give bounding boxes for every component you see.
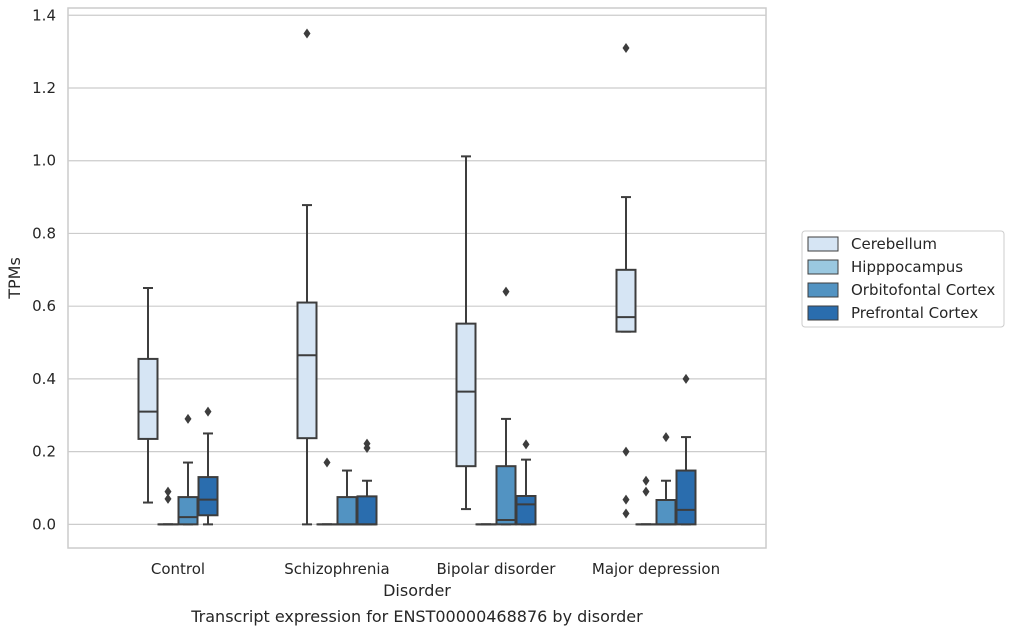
outlier-point xyxy=(642,486,650,497)
legend-swatch xyxy=(807,236,839,252)
box xyxy=(515,495,537,526)
box-group xyxy=(495,286,517,526)
outlier-point xyxy=(363,443,371,453)
y-tick-label: 0.8 xyxy=(32,224,56,242)
box xyxy=(137,357,159,440)
y-tick-label: 1.2 xyxy=(32,79,56,97)
y-tick-label: 0.0 xyxy=(32,515,56,533)
outlier-point xyxy=(164,486,172,497)
box xyxy=(177,496,199,526)
box-group xyxy=(296,28,318,526)
x-tick-label: Schizophrenia xyxy=(284,560,389,578)
box-group xyxy=(675,373,697,526)
outlier-point xyxy=(303,28,311,39)
box xyxy=(356,495,378,526)
outlier-point xyxy=(184,413,192,424)
plot-frame xyxy=(67,7,767,549)
legend-label: Hipppocampus xyxy=(851,258,963,276)
box xyxy=(495,465,517,526)
box xyxy=(336,496,358,526)
legend-swatch xyxy=(807,282,839,298)
legend-swatch xyxy=(807,259,839,275)
y-axis-label: TPMs xyxy=(5,257,24,300)
outlier-point xyxy=(622,508,630,519)
figure-caption: Transcript expression for ENST0000046887… xyxy=(190,607,643,626)
legend-frame xyxy=(801,230,1005,328)
box xyxy=(675,469,697,526)
outlier-point xyxy=(662,432,670,443)
x-axis-label: Disorder xyxy=(383,581,451,600)
y-tick-label: 1.0 xyxy=(32,152,56,170)
box-group xyxy=(137,287,159,504)
y-tick-labels: 0.0 0.2 0.4 0.6 0.8 1.0 1.2 1.4 xyxy=(32,6,56,533)
legend-label: Prefrontal Cortex xyxy=(851,304,978,322)
box xyxy=(615,268,637,333)
x-tick-label: Major depression xyxy=(592,560,720,578)
box-group xyxy=(157,486,179,526)
outlier-point xyxy=(622,446,630,457)
outlier-point xyxy=(323,457,331,468)
legend: Cerebellum Hipppocampus Orbitofontal Corte… xyxy=(801,230,1005,328)
y-tick-label: 0.2 xyxy=(32,443,56,461)
outlier-point xyxy=(502,286,510,297)
outlier-point xyxy=(622,494,630,505)
box-group xyxy=(455,155,477,511)
box-plots xyxy=(137,28,697,526)
box xyxy=(296,301,318,440)
y-tick-label: 0.6 xyxy=(32,297,56,315)
legend-label: Orbitofontal Cortex xyxy=(851,281,995,299)
box-group xyxy=(635,475,657,526)
outlier-point xyxy=(522,439,530,450)
x-tick-label: Bipolar disorder xyxy=(437,560,557,578)
box xyxy=(197,476,219,517)
x-tick-label: Control xyxy=(151,560,205,578)
box xyxy=(455,322,477,468)
outlier-point xyxy=(204,406,212,417)
x-tick-labels: Control Schizophrenia Bipolar disorder Majo… xyxy=(151,560,720,578)
outlier-point xyxy=(164,493,172,504)
box-group xyxy=(316,457,338,526)
box-group xyxy=(356,438,378,526)
legend-swatch xyxy=(807,305,839,321)
box-group xyxy=(177,413,199,526)
outlier-point xyxy=(622,43,630,53)
outlier-point xyxy=(682,373,690,384)
grid-lines xyxy=(68,14,766,525)
box xyxy=(655,499,677,526)
box-group xyxy=(515,439,537,526)
box-group xyxy=(655,432,677,526)
y-tick-label: 1.4 xyxy=(32,6,56,24)
box-group xyxy=(197,406,219,526)
outlier-point xyxy=(642,475,650,486)
y-tick-label: 0.4 xyxy=(32,370,56,388)
box-group xyxy=(615,43,637,519)
box-group xyxy=(336,469,358,526)
legend-label: Cerebellum xyxy=(851,235,937,253)
